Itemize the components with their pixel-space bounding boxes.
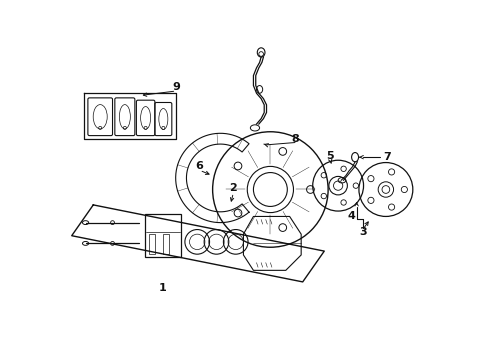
Text: 5: 5 (327, 152, 334, 161)
Text: 9: 9 (172, 82, 180, 92)
Text: 1: 1 (159, 283, 167, 293)
Text: 7: 7 (384, 152, 392, 162)
Bar (149, 234, 155, 254)
Text: 2: 2 (229, 183, 237, 193)
Text: 3: 3 (359, 227, 367, 237)
Text: 4: 4 (347, 211, 355, 221)
Text: 6: 6 (196, 161, 203, 171)
Text: 8: 8 (291, 134, 299, 144)
Bar (163, 234, 169, 254)
